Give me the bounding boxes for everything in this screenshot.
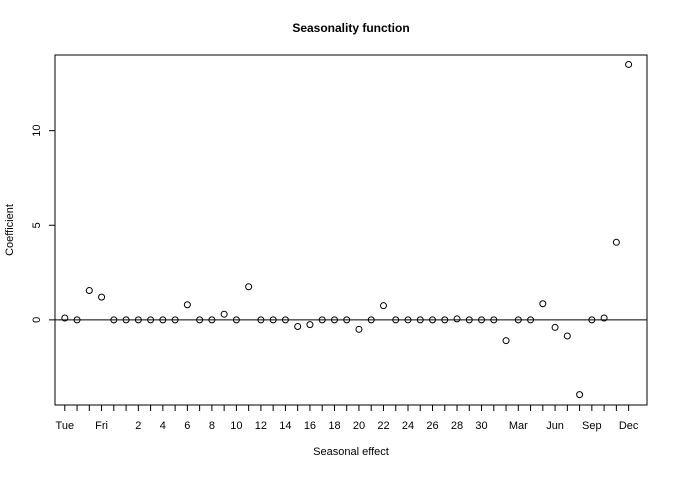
data-point [110, 316, 118, 324]
data-point [429, 316, 437, 324]
data-point [392, 316, 400, 324]
data-point [502, 337, 510, 345]
x-tick-label: 8 [209, 420, 215, 432]
x-tick-label: 12 [255, 420, 267, 432]
x-axis-label: Seasonal effect [313, 446, 389, 458]
data-point [453, 315, 461, 323]
x-tick-label: 2 [135, 420, 141, 432]
data-point [73, 316, 81, 324]
x-tick-label: Sep [582, 420, 602, 432]
x-tick-label: Mar [509, 420, 528, 432]
data-point [220, 310, 228, 318]
data-point [294, 322, 302, 330]
data-point [122, 316, 130, 324]
x-tick-label: Jun [546, 420, 564, 432]
data-point [404, 316, 412, 324]
data-point [147, 316, 155, 324]
x-tick-label: 22 [377, 420, 389, 432]
x-tick-label: 4 [160, 420, 166, 432]
data-point [196, 316, 204, 324]
data-point [134, 316, 142, 324]
data-point [183, 301, 191, 309]
data-point [367, 316, 375, 324]
x-tick-label: 6 [184, 420, 190, 432]
y-tick-label: 10 [31, 125, 43, 137]
data-point [343, 316, 351, 324]
x-tick-label: 20 [353, 420, 365, 432]
data-point [379, 302, 387, 310]
data-point [612, 238, 620, 246]
y-axis-label: Coefficient [4, 204, 16, 256]
data-point [527, 316, 535, 324]
data-point [539, 300, 547, 308]
x-tick-label: 10 [230, 420, 242, 432]
data-point [171, 316, 179, 324]
data-point [61, 314, 69, 322]
chart-title: Seasonality function [292, 21, 409, 35]
data-point [465, 316, 473, 324]
data-point [245, 283, 253, 291]
data-point [159, 316, 167, 324]
data-point [257, 316, 265, 324]
x-tick-label: Fri [95, 420, 108, 432]
plot-frame [54, 54, 648, 406]
data-point [232, 316, 240, 324]
data-point [478, 316, 486, 324]
data-point [551, 323, 559, 331]
data-point [98, 293, 106, 301]
x-tick-label: 14 [279, 420, 291, 432]
y-tick-label: 5 [31, 222, 43, 228]
x-tick-label: 24 [402, 420, 414, 432]
data-point [85, 287, 93, 295]
y-tick-label: 0 [31, 317, 43, 323]
data-point [330, 316, 338, 324]
x-tick-label: Tue [56, 420, 75, 432]
data-point [355, 325, 363, 333]
x-tick-label: Dec [619, 420, 639, 432]
data-point [490, 316, 498, 324]
data-point [416, 316, 424, 324]
data-point [600, 314, 608, 322]
x-tick-label: 26 [426, 420, 438, 432]
data-point [208, 316, 216, 324]
data-point [563, 332, 571, 340]
data-point [588, 316, 596, 324]
x-tick-label: 30 [475, 420, 487, 432]
x-tick-label: 16 [304, 420, 316, 432]
data-point [318, 316, 326, 324]
data-point [269, 316, 277, 324]
data-point [306, 321, 314, 329]
x-tick-label: 28 [451, 420, 463, 432]
data-point [441, 316, 449, 324]
data-point [576, 391, 584, 399]
data-point [281, 316, 289, 324]
data-point [625, 60, 633, 68]
data-point [514, 316, 522, 324]
x-tick-label: 18 [328, 420, 340, 432]
